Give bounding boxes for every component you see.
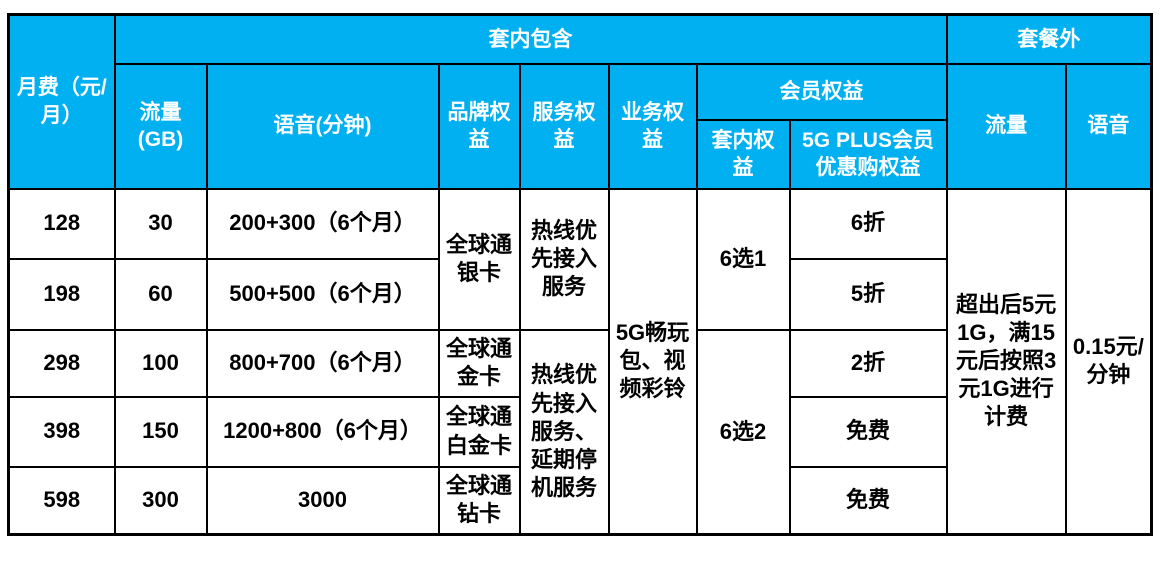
- brand-benefit-cell: 全球通 金卡: [437, 328, 521, 398]
- header-in-package: 套内包含: [113, 13, 948, 65]
- header-out-of-package: 套餐外: [945, 13, 1153, 65]
- header-overage-voice: 语音: [1064, 62, 1153, 190]
- header-brand-benefit: 品牌权 益: [437, 62, 521, 190]
- voice-cell: 200+300（6个月）: [205, 187, 440, 260]
- header-overage-data: 流量: [945, 62, 1067, 190]
- voice-cell: 800+700（6个月）: [205, 328, 440, 398]
- plan-pricing-table: 月费（元/ 月） 套内包含 套餐外 流量 (GB) 语音(分钟) 品牌权 益 服…: [7, 13, 1154, 536]
- voice-cell: 3000: [205, 465, 440, 536]
- member-in-cell: 6选1: [695, 187, 791, 331]
- fee-cell: 298: [7, 328, 116, 398]
- member-discount-cell: 2折: [788, 328, 948, 398]
- data-cell: 60: [113, 257, 208, 331]
- business-benefit-cell: 5G畅玩 包、视 频彩铃: [607, 187, 698, 536]
- header-row-middle: 流量 (GB) 语音(分钟) 品牌权 益 服务权 益 业务权 益 会员权益 流量…: [9, 62, 1153, 190]
- header-member-5g-plus: 5G PLUS会员 优惠购权益: [788, 118, 948, 190]
- member-discount-cell: 免费: [788, 395, 948, 468]
- voice-cell: 500+500（6个月）: [205, 257, 440, 331]
- fee-cell: 398: [7, 395, 116, 468]
- header-row-bottom: 套内权 益 5G PLUS会员 优惠购权益: [9, 118, 1152, 190]
- data-cell: 150: [113, 395, 208, 468]
- plan-row-128: 128 30 200+300（6个月） 全球通 银卡 热线优 先接入 服务 5G…: [7, 187, 1153, 536]
- header-service-benefit: 服务权 益: [518, 62, 610, 190]
- fee-cell: 598: [7, 465, 116, 536]
- brand-benefit-cell: 全球通 银卡: [437, 187, 521, 331]
- header-member-benefit: 会员权益: [695, 62, 948, 121]
- plan-row-298: 298 100 800+700（6个月） 全球通 金卡 热线优 先接入 服务、 …: [7, 328, 1152, 536]
- header-member-in-package: 套内权 益: [695, 118, 791, 190]
- data-cell: 100: [113, 328, 208, 398]
- data-cell: 300: [113, 465, 208, 536]
- header-monthly-fee: 月费（元/ 月）: [7, 13, 116, 190]
- overage-data-cell: 超出后5元 1G，满15 元后按照3 元1G进行 计费: [945, 187, 1067, 536]
- brand-benefit-cell: 全球通 白金卡: [437, 395, 521, 468]
- plan-row-198: 198 60 500+500（6个月） 5折: [7, 257, 1152, 331]
- service-benefit-cell: 热线优 先接入 服务、 延期停 机服务: [518, 328, 610, 536]
- overage-voice-cell: 0.15元/ 分钟: [1064, 187, 1153, 536]
- member-discount-cell: 6折: [788, 187, 948, 260]
- header-row-top: 月费（元/ 月） 套内包含 套餐外: [7, 13, 1153, 190]
- member-in-cell: 6选2: [695, 328, 791, 536]
- voice-cell: 1200+800（6个月）: [205, 395, 440, 468]
- data-cell: 30: [113, 187, 208, 260]
- header-business-benefit: 业务权 益: [607, 62, 698, 190]
- header-voice-minutes: 语音(分钟): [205, 62, 440, 190]
- plan-row-398: 398 150 1200+800（6个月） 全球通 白金卡 免费: [7, 395, 1152, 468]
- brand-benefit-cell: 全球通 钻卡: [437, 465, 521, 536]
- service-benefit-cell: 热线优 先接入 服务: [518, 187, 610, 331]
- fee-cell: 128: [7, 187, 116, 260]
- header-data-gb: 流量 (GB): [113, 62, 208, 190]
- plan-row-598: 598 300 3000 全球通 钻卡 免费: [7, 465, 1152, 536]
- member-discount-cell: 5折: [788, 257, 948, 331]
- fee-cell: 198: [7, 257, 116, 331]
- member-discount-cell: 免费: [788, 465, 948, 536]
